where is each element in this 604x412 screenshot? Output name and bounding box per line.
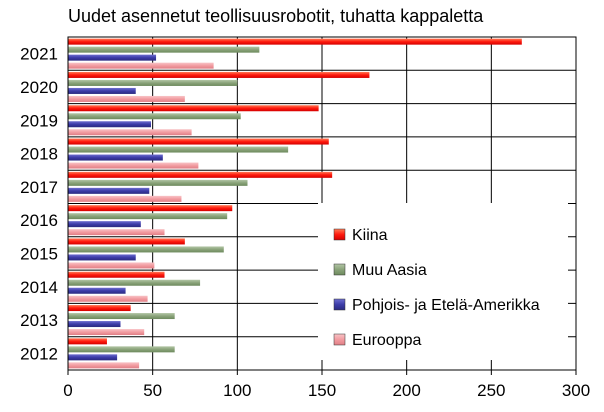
bar-kiina-2016 [68,205,233,212]
bar-muu-aasia-2012 [68,346,175,353]
bar-muu-aasia-2014 [68,279,201,286]
y-tick-label: 2019 [20,111,58,130]
bar-pohjois-ja-etel-amerikka-2016 [68,221,141,228]
bar-eurooppa-2019 [68,129,192,136]
bar-muu-aasia-2020 [68,79,238,86]
bar-pohjois-ja-etel-amerikka-2020 [68,87,136,94]
x-tick-label: 300 [562,381,590,400]
legend-background [318,203,568,360]
bar-eurooppa-2020 [68,95,185,102]
bar-pohjois-ja-etel-amerikka-2017 [68,187,150,194]
bars [68,38,522,369]
bar-kiina-2017 [68,171,333,178]
legend-swatch [333,298,346,311]
bar-kiina-2015 [68,238,185,245]
y-tick-label: 2021 [20,45,58,64]
bar-pohjois-ja-etel-amerikka-2015 [68,254,136,261]
bar-muu-aasia-2021 [68,46,260,53]
x-tick-label: 100 [223,381,251,400]
y-tick-label: 2013 [20,311,58,330]
x-tick-label: 0 [63,381,72,400]
chart-title: Uudet asennetut teollisuusrobotit, tuhat… [68,6,484,26]
bar-kiina-2014 [68,271,165,278]
y-tick-label: 2017 [20,178,58,197]
bar-muu-aasia-2019 [68,113,241,120]
legend-swatch [333,263,346,276]
bar-pohjois-ja-etel-amerikka-2012 [68,354,118,361]
bar-eurooppa-2013 [68,329,145,336]
axes: 0 50 100 150 200 250 300 2021 2020 2019 2018 2017 20… [20,45,590,400]
bar-pohjois-ja-etel-amerikka-2018 [68,154,163,161]
y-tick-label: 2020 [20,78,58,97]
bar-kiina-2021 [68,38,522,45]
x-tick-label: 200 [392,381,420,400]
bar-muu-aasia-2013 [68,313,175,320]
y-tick-label: 2018 [20,145,58,164]
legend-swatch [333,333,346,346]
bar-kiina-2012 [68,338,107,345]
bar-pohjois-ja-etel-amerikka-2021 [68,54,157,61]
bar-muu-aasia-2016 [68,213,228,220]
legend-label: Pohjois- ja Etelä-Amerikka [352,297,540,314]
bar-eurooppa-2021 [68,62,214,69]
bar-pohjois-ja-etel-amerikka-2013 [68,321,121,328]
bar-pohjois-ja-etel-amerikka-2019 [68,121,151,128]
legend-label: Eurooppa [352,332,421,349]
bar-pohjois-ja-etel-amerikka-2014 [68,287,126,294]
bar-kiina-2019 [68,105,319,112]
legend-label: Kiina [352,227,388,244]
x-tick-label: 50 [143,381,162,400]
y-tick-label: 2015 [20,244,58,263]
bar-eurooppa-2016 [68,229,165,236]
legend-swatch [333,228,346,241]
y-tick-label: 2012 [20,344,58,363]
bar-eurooppa-2015 [68,262,155,269]
y-tick-label: 2014 [20,278,58,297]
bar-muu-aasia-2018 [68,146,289,153]
y-tick-label: 2016 [20,211,58,230]
bar-eurooppa-2012 [68,362,140,369]
bar-eurooppa-2014 [68,295,148,302]
bar-muu-aasia-2017 [68,179,248,186]
x-tick-label: 150 [308,381,336,400]
bar-eurooppa-2017 [68,195,182,202]
x-tick-label: 250 [477,381,505,400]
bar-eurooppa-2018 [68,162,199,169]
legend: Kiina Muu Aasia Pohjois- ja Etelä-Amerikka… [318,203,568,360]
legend-label: Muu Aasia [352,262,427,279]
bar-muu-aasia-2015 [68,246,224,253]
bar-kiina-2013 [68,305,131,312]
bar-kiina-2018 [68,138,329,145]
bar-kiina-2020 [68,71,370,78]
